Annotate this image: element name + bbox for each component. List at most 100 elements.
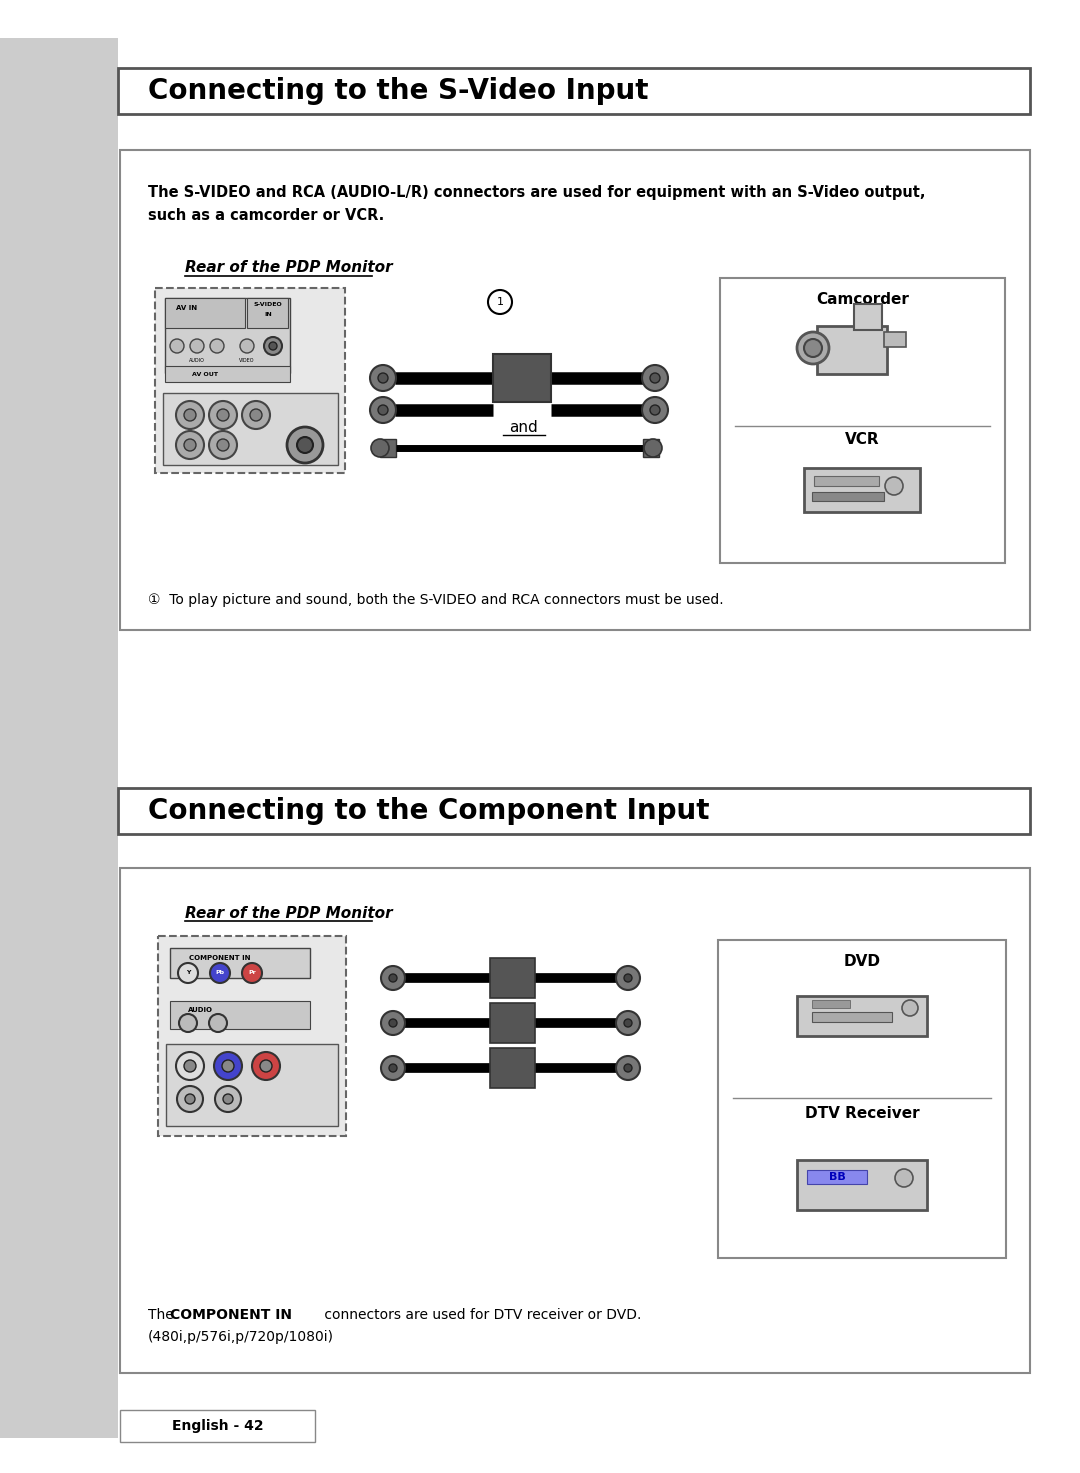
Circle shape — [381, 1056, 405, 1080]
Circle shape — [179, 1013, 197, 1033]
Text: COMPONENT IN: COMPONENT IN — [170, 1308, 292, 1321]
Bar — [797, 1161, 927, 1209]
Bar — [158, 935, 346, 1136]
Bar — [812, 1012, 892, 1022]
Bar — [492, 354, 551, 402]
Circle shape — [370, 398, 396, 423]
Circle shape — [389, 974, 397, 982]
Circle shape — [902, 1000, 918, 1016]
Bar — [812, 492, 885, 501]
Bar — [807, 1170, 867, 1184]
Bar — [170, 1002, 310, 1030]
Circle shape — [389, 1064, 397, 1072]
Circle shape — [287, 427, 323, 463]
Bar — [118, 68, 1030, 113]
Bar — [812, 1000, 850, 1008]
Circle shape — [170, 339, 184, 354]
Circle shape — [885, 477, 903, 495]
Text: AUDIO: AUDIO — [189, 358, 205, 362]
Bar — [156, 289, 345, 473]
Circle shape — [370, 365, 396, 390]
Text: English - 42: English - 42 — [172, 1418, 264, 1433]
Circle shape — [650, 405, 660, 415]
Circle shape — [378, 373, 388, 383]
Text: VCR: VCR — [846, 433, 880, 448]
Circle shape — [222, 1094, 233, 1103]
Bar — [120, 868, 1030, 1373]
Circle shape — [650, 373, 660, 383]
Text: AV IN: AV IN — [176, 305, 198, 311]
Circle shape — [895, 1170, 913, 1187]
Bar — [885, 331, 906, 348]
Text: Pr: Pr — [248, 971, 256, 975]
Circle shape — [249, 409, 262, 421]
Bar — [165, 298, 291, 373]
Bar — [165, 298, 245, 328]
Bar — [170, 949, 310, 978]
Circle shape — [242, 401, 270, 429]
Circle shape — [378, 405, 388, 415]
Text: Rear of the PDP Monitor: Rear of the PDP Monitor — [185, 261, 393, 275]
Bar — [816, 326, 887, 374]
Bar — [163, 393, 338, 465]
Circle shape — [264, 337, 282, 355]
Text: Rear of the PDP Monitor: Rear of the PDP Monitor — [185, 906, 393, 921]
Circle shape — [214, 1052, 242, 1080]
Bar — [720, 278, 1005, 563]
Circle shape — [381, 966, 405, 990]
Text: Camcorder: Camcorder — [816, 293, 909, 308]
Bar — [166, 1044, 338, 1125]
Circle shape — [624, 1064, 632, 1072]
Circle shape — [176, 1052, 204, 1080]
Circle shape — [488, 290, 512, 314]
Bar — [643, 439, 659, 457]
Bar — [490, 1003, 535, 1043]
Text: (480i,p/576i,p/720p/1080i): (480i,p/576i,p/720p/1080i) — [148, 1330, 334, 1343]
Text: 1: 1 — [497, 298, 503, 306]
Text: Y: Y — [186, 971, 190, 975]
Text: COMPONENT IN: COMPONENT IN — [189, 955, 251, 960]
Circle shape — [176, 432, 204, 460]
Circle shape — [372, 439, 389, 457]
Circle shape — [644, 439, 662, 457]
Bar — [247, 298, 288, 328]
Text: The S-VIDEO and RCA (AUDIO-L/R) connectors are used for equipment with an S-Vide: The S-VIDEO and RCA (AUDIO-L/R) connecto… — [148, 184, 926, 199]
Circle shape — [176, 401, 204, 429]
Circle shape — [178, 963, 198, 982]
Circle shape — [210, 963, 230, 982]
Text: The: The — [148, 1308, 178, 1321]
Circle shape — [297, 437, 313, 454]
Circle shape — [177, 1086, 203, 1112]
Circle shape — [804, 339, 822, 356]
Text: Connecting to the Component Input: Connecting to the Component Input — [148, 797, 710, 825]
Circle shape — [642, 398, 669, 423]
Text: AUDIO: AUDIO — [188, 1008, 213, 1013]
Bar — [120, 150, 1030, 630]
Circle shape — [210, 339, 224, 354]
Circle shape — [616, 966, 640, 990]
Text: Connecting to the S-Video Input: Connecting to the S-Video Input — [148, 77, 648, 105]
Circle shape — [222, 1061, 234, 1072]
Bar — [797, 996, 927, 1036]
Circle shape — [269, 342, 276, 351]
Circle shape — [210, 432, 237, 460]
Circle shape — [185, 1094, 195, 1103]
Circle shape — [210, 401, 237, 429]
Circle shape — [624, 974, 632, 982]
Bar — [490, 1047, 535, 1089]
Circle shape — [190, 339, 204, 354]
Bar — [854, 303, 882, 330]
Circle shape — [616, 1010, 640, 1036]
Text: S-VIDEO: S-VIDEO — [254, 302, 282, 308]
Text: DTV Receiver: DTV Receiver — [805, 1106, 919, 1121]
Circle shape — [252, 1052, 280, 1080]
Bar — [490, 957, 535, 999]
Bar — [120, 1410, 315, 1442]
Text: connectors are used for DTV receiver or DVD.: connectors are used for DTV receiver or … — [320, 1308, 642, 1321]
Circle shape — [624, 1019, 632, 1027]
Text: DVD: DVD — [843, 955, 880, 969]
Circle shape — [184, 409, 195, 421]
Circle shape — [217, 409, 229, 421]
Text: Pb: Pb — [216, 971, 225, 975]
Circle shape — [184, 439, 195, 451]
